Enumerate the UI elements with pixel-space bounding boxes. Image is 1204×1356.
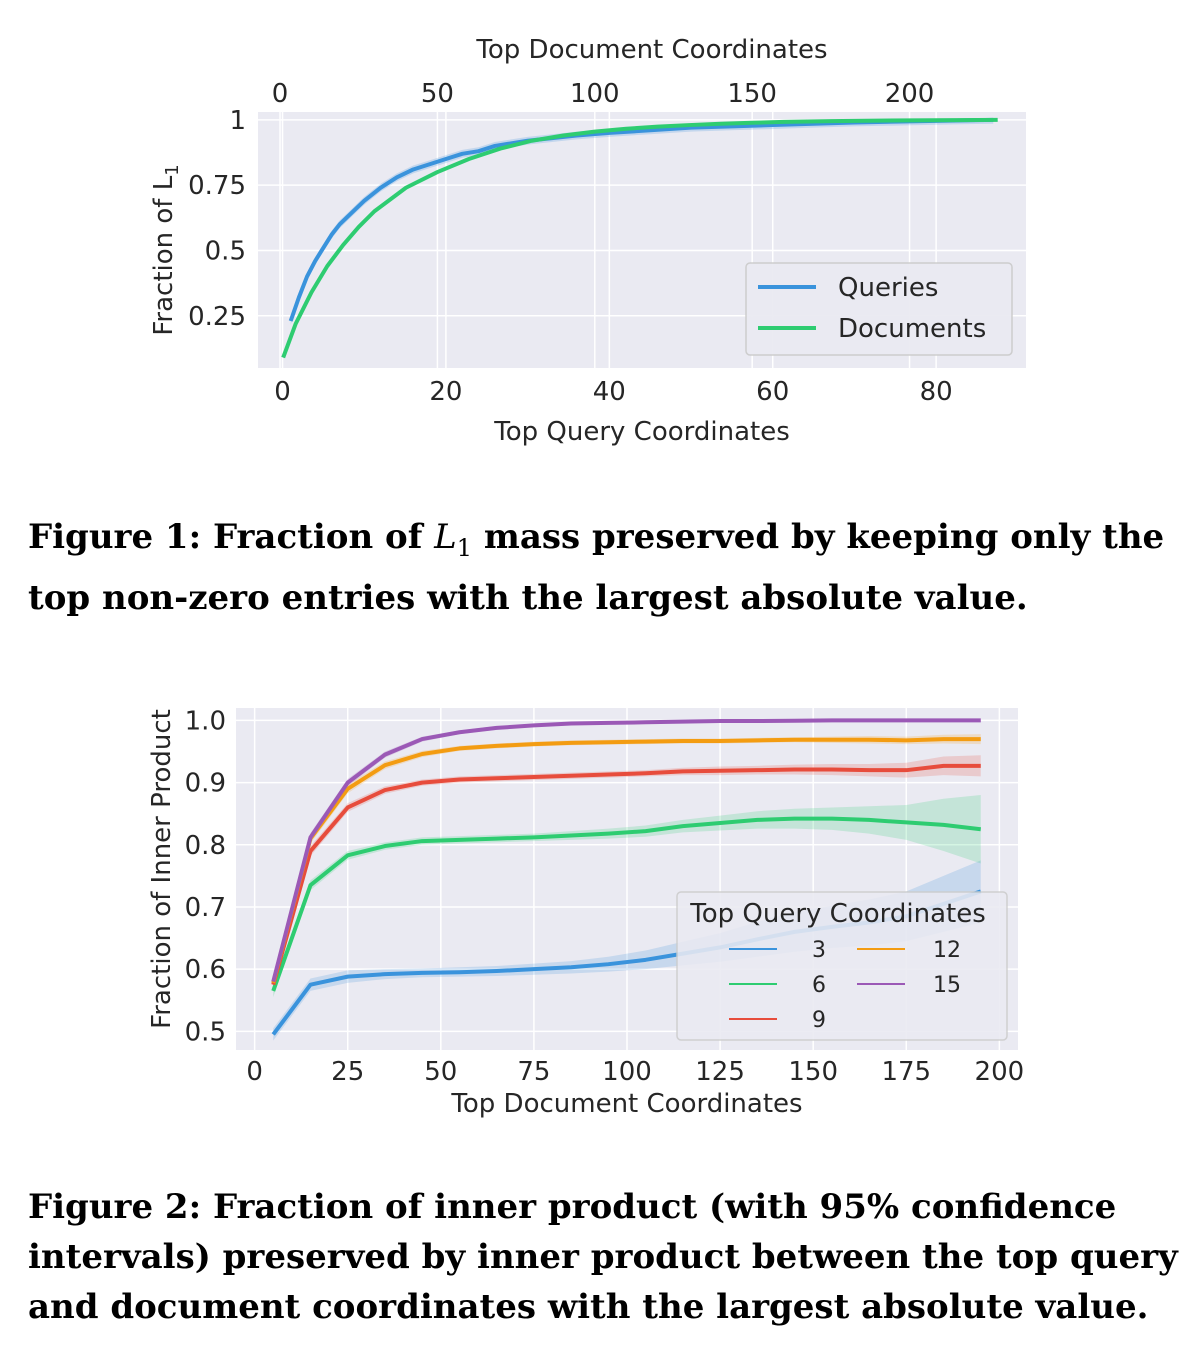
figure-1-caption-math: L <box>434 517 457 557</box>
y-tick-label: 0.5 <box>205 236 246 266</box>
x2-tick-label: 200 <box>885 79 935 109</box>
x-tick-label: 20 <box>429 377 462 407</box>
legend-label-15: 15 <box>933 973 961 998</box>
y-tick-label: 1 <box>229 106 246 136</box>
y-axis-label: Fraction of Inner Product <box>147 709 177 1029</box>
x-tick-label: 50 <box>424 1057 457 1087</box>
series-line-12 <box>271 737 981 984</box>
x-axis-label: Top Query Coordinates <box>493 417 790 447</box>
x2-tick-label: 100 <box>570 79 620 109</box>
figure-1-caption-subscript: 1 <box>456 533 473 562</box>
x-tick-label: 80 <box>920 377 953 407</box>
legend-label-3: 3 <box>812 938 826 963</box>
x-tick-label: 125 <box>695 1057 745 1087</box>
legend-label-6: 6 <box>812 973 826 998</box>
legend-label-12: 12 <box>933 938 961 963</box>
x-tick-label: 40 <box>593 377 626 407</box>
y-tick-label: 0.8 <box>185 831 226 861</box>
figure-2-caption: Figure 2: Fraction of inner product (wit… <box>28 1182 1178 1332</box>
figure-2-caption-label: Figure 2: <box>28 1187 202 1227</box>
y-tick-label: 0.5 <box>185 1017 226 1047</box>
series-line-queries <box>288 117 994 322</box>
figure-1-chart: 0 20 40 60 80 0 50 100 150 200 0.25 0.5 0.75 1 Top Que… <box>0 20 1204 460</box>
series-line-9 <box>271 763 981 986</box>
x-tick-label: 200 <box>975 1057 1025 1087</box>
legend-box <box>676 891 1008 1041</box>
y-tick-label: 0.9 <box>185 769 226 799</box>
x2-tick-label: 0 <box>272 79 289 109</box>
x-tick-label: 25 <box>331 1057 364 1087</box>
x-tick-label: 60 <box>756 377 789 407</box>
y-tick-label: 0.6 <box>185 955 226 985</box>
figure-1-svg: 0 20 40 60 80 0 50 100 150 200 0.25 0.5 0.75 1 Top Que… <box>149 35 1026 447</box>
legend-title: Top Query Coordinates <box>689 899 986 929</box>
y-tick-label: 0.7 <box>185 893 226 923</box>
x-tick-label: 0 <box>246 1057 263 1087</box>
y-axis-label-subscript: 1 <box>162 164 183 175</box>
figure-1-caption: Figure 1: Fraction of L1 mass preserved … <box>28 512 1178 623</box>
x-tick-label: 175 <box>881 1057 931 1087</box>
series-line-documents <box>281 117 998 359</box>
figure-1-caption-label: Figure 1: <box>28 517 202 557</box>
figure-2-chart: 0 25 50 75 100 125 150 175 200 0.5 0.6 0.7 0.8 0.9 1.0… <box>0 690 1204 1130</box>
x-tick-label: 150 <box>788 1057 838 1087</box>
legend-label-queries: Queries <box>838 273 938 303</box>
x-tick-label: 0 <box>274 377 291 407</box>
y-tick-label: 0.75 <box>188 171 246 201</box>
series-line-6 <box>271 816 981 992</box>
series-line-15 <box>271 718 981 983</box>
x2-tick-label: 150 <box>727 79 777 109</box>
y-tick-label: 0.25 <box>188 302 246 332</box>
series-ci-band-6 <box>273 795 981 998</box>
figure-2-caption-text: Fraction of inner product (with 95% conf… <box>28 1187 1178 1327</box>
x-tick-label: 100 <box>602 1057 652 1087</box>
x2-axis-label: Top Document Coordinates <box>475 35 827 65</box>
y-tick-label: 1.0 <box>185 706 226 736</box>
x-axis-label: Top Document Coordinates <box>450 1089 802 1119</box>
legend-label-9: 9 <box>812 1008 826 1033</box>
legend-label-documents: Documents <box>838 314 986 344</box>
figure-1-caption-post: mass preserved by keeping only the top n… <box>28 517 1165 618</box>
x-tick-label: 75 <box>517 1057 550 1087</box>
y-axis-label-text: Fraction of L <box>149 175 179 335</box>
y-axis-label: Fraction of L1 <box>149 164 183 335</box>
figure-1-caption-pre: Fraction of <box>201 517 435 557</box>
x2-tick-label: 50 <box>421 79 454 109</box>
figure-2-svg: 0 25 50 75 100 125 150 175 200 0.5 0.6 0.7 0.8 0.9 1.0… <box>147 706 1025 1119</box>
